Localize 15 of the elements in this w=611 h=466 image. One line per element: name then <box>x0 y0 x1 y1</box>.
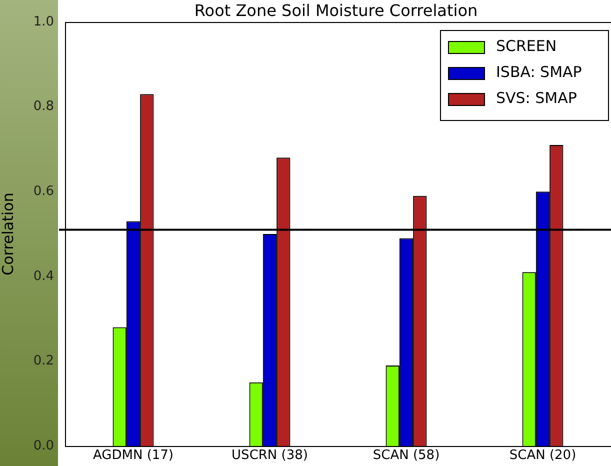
y-tick-label: 0.0 <box>33 438 54 454</box>
y-tick-label: 0.8 <box>33 99 54 114</box>
x-tick-label: AGDMN (17) <box>92 448 174 464</box>
legend-label: SCREEN <box>496 36 557 55</box>
x-tick-label: SCAN (20) <box>509 448 576 464</box>
y-tick-label: 1.0 <box>33 14 54 30</box>
x-tick-label: SCAN (58) <box>372 448 440 464</box>
legend-label: ISBA: SMAP <box>496 62 582 81</box>
chart-title: Root Zone Soil Moisture Correlation <box>194 1 478 20</box>
legend-label: SVS: SMAP <box>496 88 577 107</box>
y-tick-label: 0.6 <box>33 184 54 199</box>
y-tick-label: 0.2 <box>33 354 54 369</box>
y-axis-title: Correlation <box>0 192 17 276</box>
x-tick-label: USCRN (38) <box>232 448 308 464</box>
y-tick-label: 0.4 <box>33 268 54 284</box>
